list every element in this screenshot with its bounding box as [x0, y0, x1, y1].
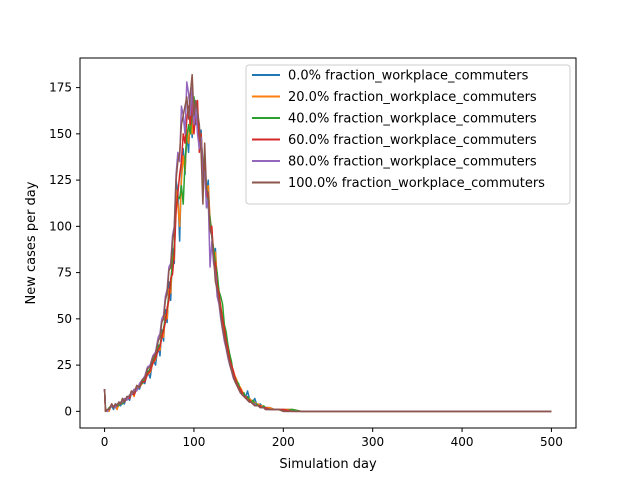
x-tick-label: 500 [540, 435, 563, 449]
legend-label: 80.0% fraction_workplace_commuters [288, 155, 537, 170]
plot-frame [79, 57, 577, 429]
plot-area [79, 57, 577, 429]
y-tick-label: 50 [57, 312, 72, 326]
y-axis-label: New cases per day [24, 181, 39, 304]
y-tick-label: 0 [64, 404, 72, 418]
legend-label: 100.0% fraction_workplace_commuters [288, 176, 545, 191]
x-tick-label: 200 [272, 435, 295, 449]
series-line-5 [103, 73, 552, 413]
y-tick-label: 175 [49, 81, 72, 95]
x-tick-label: 0 [101, 435, 109, 449]
x-axis-label: Simulation day [279, 457, 377, 472]
y-tick-label: 100 [49, 219, 72, 233]
x-tick-label: 300 [361, 435, 384, 449]
y-tick-label: 150 [49, 127, 72, 141]
y-tick-label: 75 [57, 266, 72, 280]
x-axis: 0 100 200 300 400 500 [101, 428, 563, 449]
y-tick-label: 25 [57, 358, 72, 372]
legend-label: 20.0% fraction_workplace_commuters [288, 90, 537, 105]
x-tick-label: 400 [451, 435, 474, 449]
x-tick-label: 100 [182, 435, 205, 449]
legend-label: 40.0% fraction_workplace_commuters [288, 112, 537, 127]
series-layer [103, 73, 552, 413]
y-axis: 0 25 50 75 100 125 150 175 [49, 81, 80, 418]
y-tick-label: 125 [49, 173, 72, 187]
legend-label: 0.0% fraction_workplace_commuters [288, 69, 529, 84]
legend-label: 60.0% fraction_workplace_commuters [288, 133, 537, 148]
legend: 0.0% fraction_workplace_commuters 20.0% f… [245, 64, 571, 205]
legend-box [245, 64, 571, 205]
